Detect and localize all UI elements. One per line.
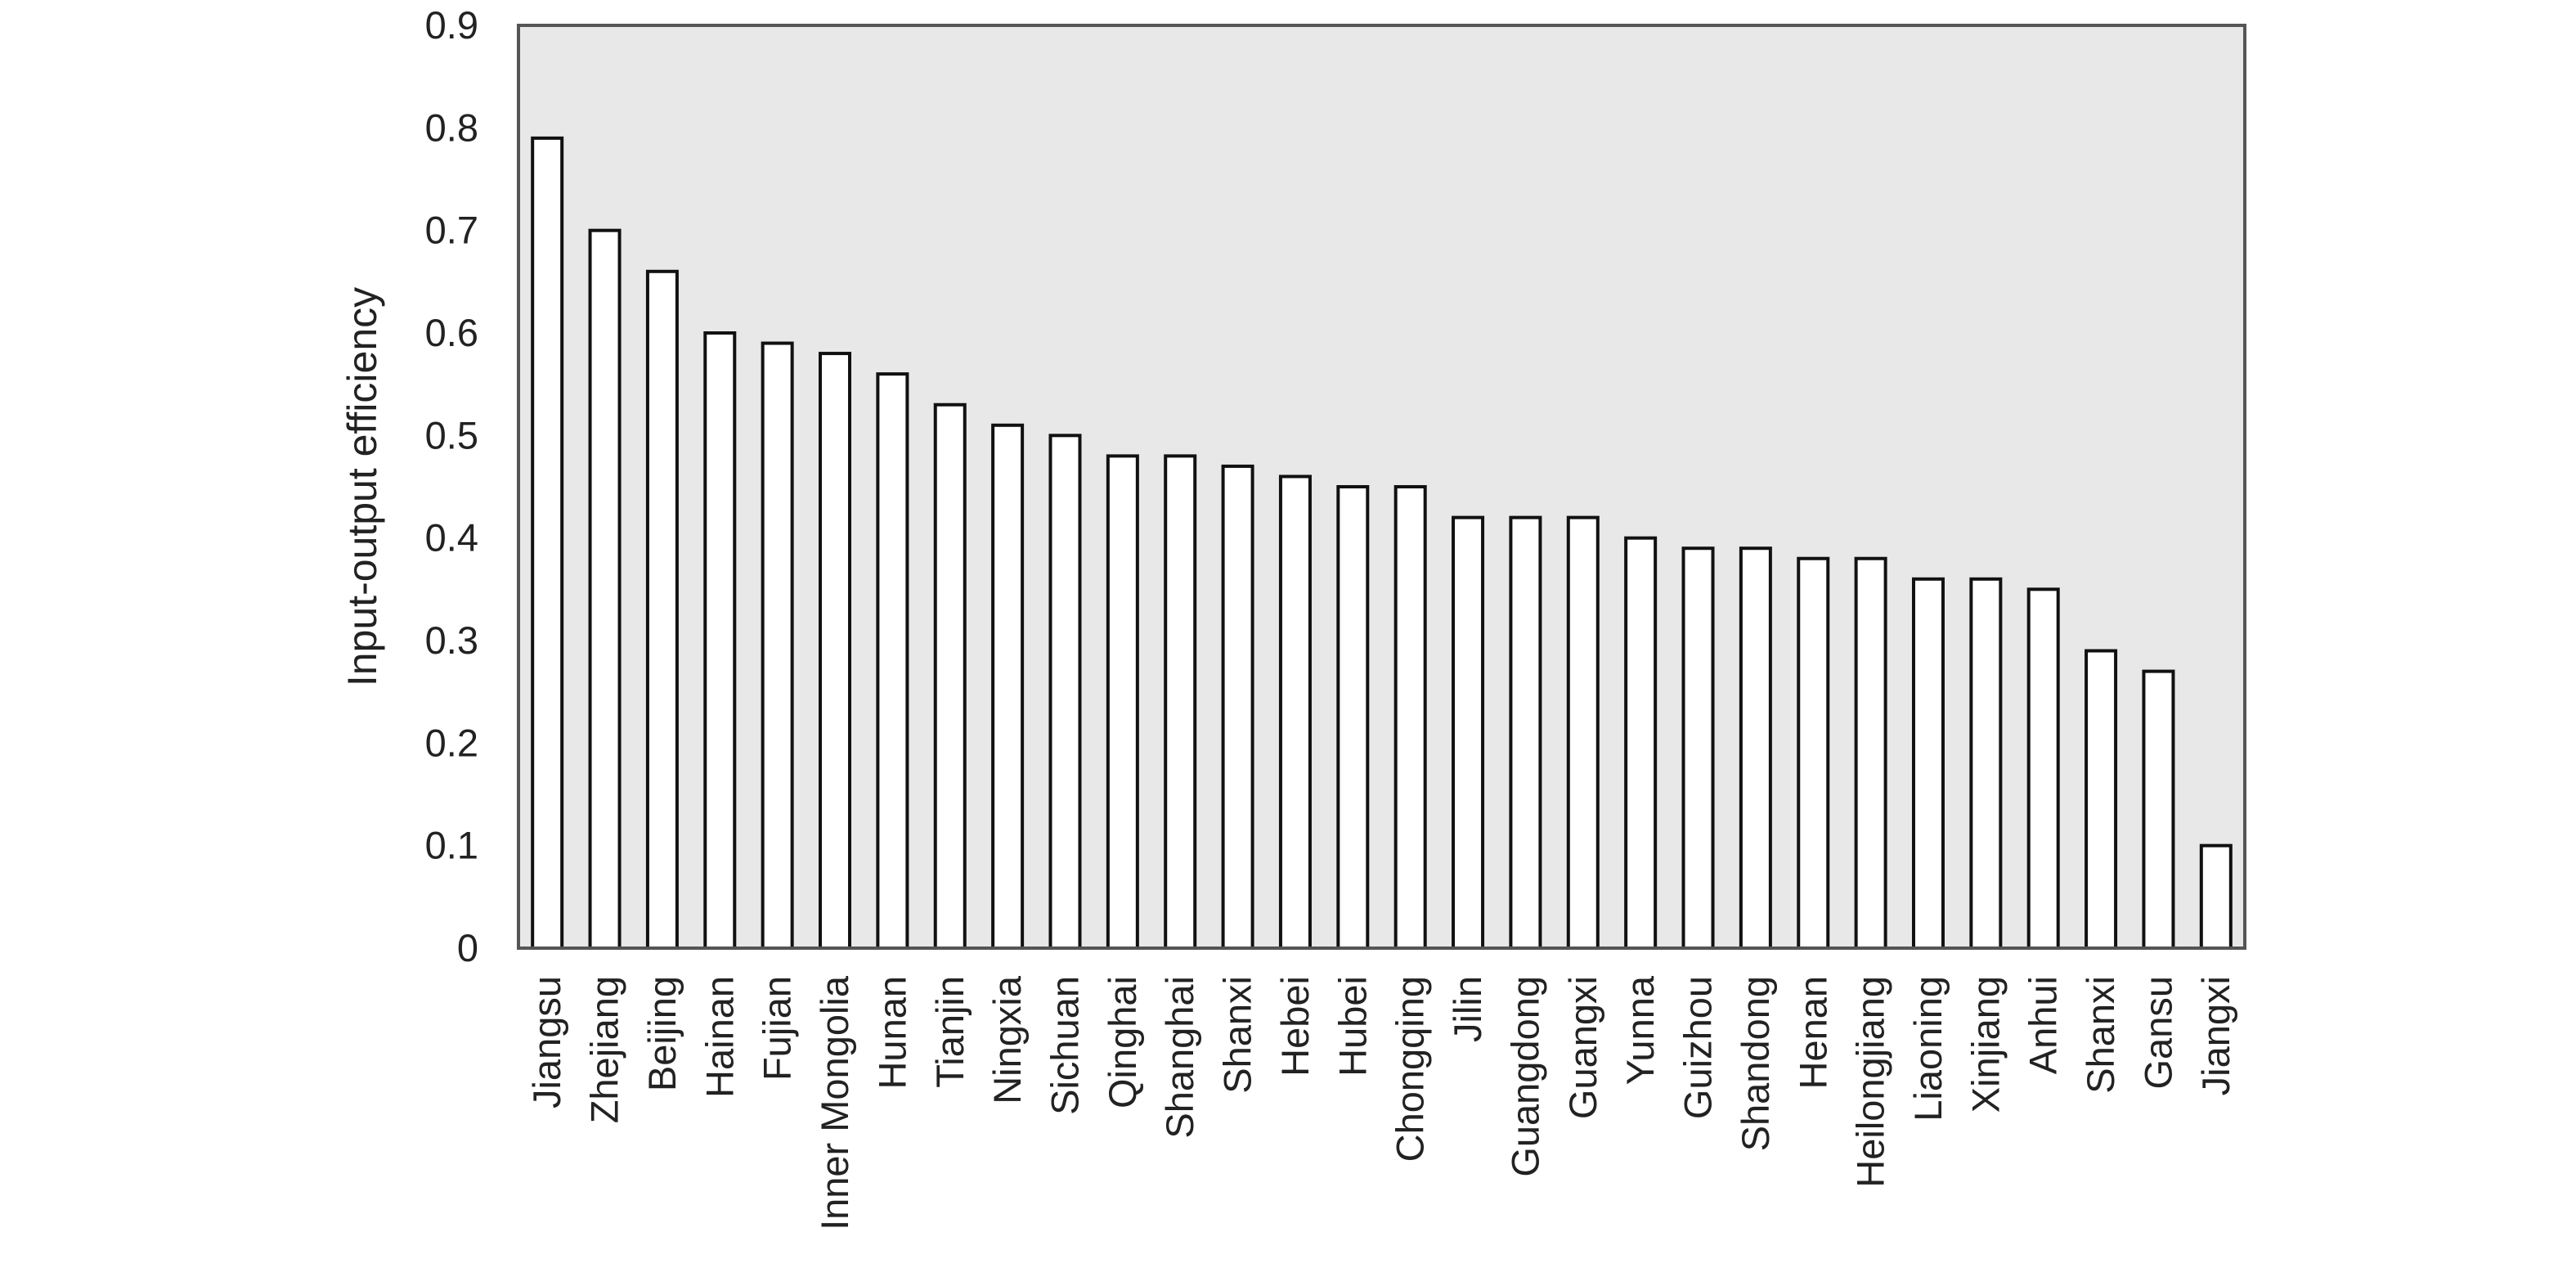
y-tick-label: 0.4 bbox=[425, 516, 478, 560]
bar-jiangsu bbox=[531, 136, 564, 951]
y-tick-label: 0.2 bbox=[425, 721, 478, 764]
x-tick-label: Inner Mongolia bbox=[813, 975, 856, 1230]
y-axis: 0 0.1 0.2 0.3 0.4 0.5 0.6 0.7 0.8 0.9 bbox=[425, 3, 478, 969]
bar-shandong bbox=[1739, 546, 1772, 950]
x-tick-label: Liaoning bbox=[1906, 976, 1950, 1122]
bar-beijing bbox=[645, 269, 679, 950]
x-tick-label: Sichuan bbox=[1043, 976, 1086, 1115]
bar-guangdong bbox=[1509, 515, 1542, 950]
bar-sichuan bbox=[1048, 434, 1082, 950]
x-axis: Jiangsu Zhejiang Beijing Hainan Fujian Inner … bbox=[525, 975, 2237, 1230]
y-tick-label: 0.8 bbox=[425, 106, 478, 149]
bar-yunna bbox=[1624, 536, 1658, 951]
x-tick-label: Ningxia bbox=[985, 975, 1029, 1104]
x-tick-label: Jiangxi bbox=[2194, 976, 2237, 1095]
x-tick-label: Henan bbox=[1791, 976, 1834, 1090]
bars-group bbox=[531, 136, 2233, 951]
bar-tianjin bbox=[933, 402, 967, 950]
bar-chongqing bbox=[1393, 485, 1427, 950]
bar-zhejiang bbox=[588, 228, 622, 950]
x-tick-label: Tianjin bbox=[928, 976, 972, 1088]
y-tick-label: 0 bbox=[457, 926, 478, 969]
y-tick-label: 0.5 bbox=[425, 413, 478, 456]
x-tick-label: Hainan bbox=[698, 976, 741, 1098]
x-tick-label: Guangxi bbox=[1561, 976, 1604, 1119]
x-tick-label: Hubei bbox=[1331, 976, 1374, 1077]
bar-fujian bbox=[761, 341, 794, 950]
x-tick-label: Anhui bbox=[2022, 976, 2065, 1074]
x-tick-label: Fujian bbox=[756, 976, 799, 1081]
y-tick-label: 0.7 bbox=[425, 209, 478, 252]
x-tick-label: Beijing bbox=[640, 976, 684, 1091]
x-tick-label: Chongqing bbox=[1389, 976, 1432, 1162]
bar-hainan bbox=[703, 331, 737, 950]
bar-hubei bbox=[1336, 485, 1370, 950]
bar-inner-mongolia bbox=[819, 352, 852, 951]
y-tick-label: 0.9 bbox=[425, 3, 478, 47]
bar-shanxi bbox=[1221, 464, 1254, 950]
bar-ningxia bbox=[991, 423, 1025, 950]
x-tick-label: Jiangsu bbox=[525, 976, 568, 1108]
bar-shanghai bbox=[1164, 454, 1197, 950]
bar-guangxi bbox=[1566, 515, 1600, 950]
bar-hunan bbox=[876, 372, 909, 950]
bar-jilin bbox=[1452, 515, 1485, 950]
x-tick-label: Shanxi bbox=[2079, 976, 2122, 1094]
y-tick-label: 0.1 bbox=[425, 824, 478, 867]
x-tick-label: Zhejiang bbox=[583, 976, 626, 1123]
bar-henan bbox=[1797, 556, 1830, 950]
bar-liaoning bbox=[1911, 577, 1945, 950]
x-tick-label: Shandong bbox=[1734, 976, 1777, 1151]
bar-guizhou bbox=[1681, 546, 1715, 950]
y-tick-label: 0.3 bbox=[425, 618, 478, 662]
plot-area bbox=[517, 24, 2246, 950]
x-tick-label: Hunan bbox=[870, 976, 913, 1090]
bar-jiangxi bbox=[2199, 843, 2233, 950]
x-tick-label: Qinghai bbox=[1101, 976, 1144, 1108]
x-tick-label: Gansu bbox=[2136, 976, 2179, 1089]
x-tick-label: Guangdong bbox=[1503, 976, 1546, 1177]
x-tick-label: Guizhou bbox=[1676, 976, 1720, 1119]
x-tick-label: Shanghai bbox=[1158, 976, 1201, 1139]
bar-hebei bbox=[1278, 474, 1312, 950]
x-tick-label: Jilin bbox=[1446, 976, 1489, 1042]
x-tick-label: Xinjiang bbox=[1963, 976, 2007, 1113]
y-tick-label: 0.6 bbox=[425, 311, 478, 354]
x-tick-label: Hebei bbox=[1273, 976, 1317, 1077]
x-tick-label: Yunna bbox=[1618, 975, 1662, 1085]
bar-xinjiang bbox=[1969, 577, 2003, 950]
bar-gansu bbox=[2142, 669, 2175, 950]
y-axis-title: Input-output efficiency bbox=[339, 287, 385, 686]
bar-anhui bbox=[2026, 587, 2060, 950]
bar-shanxi bbox=[2085, 649, 2118, 950]
x-tick-label: Heilongjiang bbox=[1849, 976, 1892, 1188]
bar-qinghai bbox=[1106, 454, 1139, 950]
x-tick-label: Shanxi bbox=[1216, 976, 1259, 1094]
bar-heilongjiang bbox=[1854, 556, 1887, 950]
